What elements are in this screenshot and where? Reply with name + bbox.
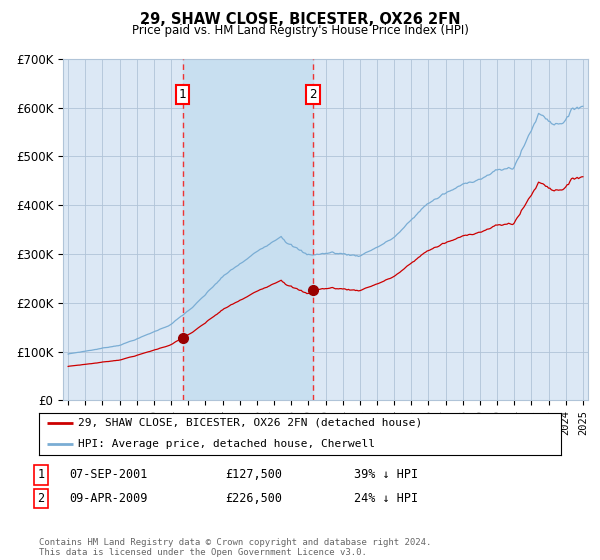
Text: Price paid vs. HM Land Registry's House Price Index (HPI): Price paid vs. HM Land Registry's House … bbox=[131, 24, 469, 36]
Text: HPI: Average price, detached house, Cherwell: HPI: Average price, detached house, Cher… bbox=[78, 439, 375, 449]
Text: 09-APR-2009: 09-APR-2009 bbox=[69, 492, 148, 505]
Text: 1: 1 bbox=[37, 468, 44, 482]
Text: 07-SEP-2001: 07-SEP-2001 bbox=[69, 468, 148, 482]
Text: 1: 1 bbox=[179, 88, 187, 101]
Text: 2: 2 bbox=[309, 88, 317, 101]
Text: 29, SHAW CLOSE, BICESTER, OX26 2FN: 29, SHAW CLOSE, BICESTER, OX26 2FN bbox=[140, 12, 460, 27]
Text: £226,500: £226,500 bbox=[225, 492, 282, 505]
Text: 24% ↓ HPI: 24% ↓ HPI bbox=[354, 492, 418, 505]
Text: 39% ↓ HPI: 39% ↓ HPI bbox=[354, 468, 418, 482]
Bar bbox=[182, 59, 313, 400]
Text: 29, SHAW CLOSE, BICESTER, OX26 2FN (detached house): 29, SHAW CLOSE, BICESTER, OX26 2FN (deta… bbox=[78, 418, 422, 428]
Text: 2: 2 bbox=[37, 492, 44, 505]
Text: Contains HM Land Registry data © Crown copyright and database right 2024.
This d: Contains HM Land Registry data © Crown c… bbox=[39, 538, 431, 557]
Text: £127,500: £127,500 bbox=[225, 468, 282, 482]
